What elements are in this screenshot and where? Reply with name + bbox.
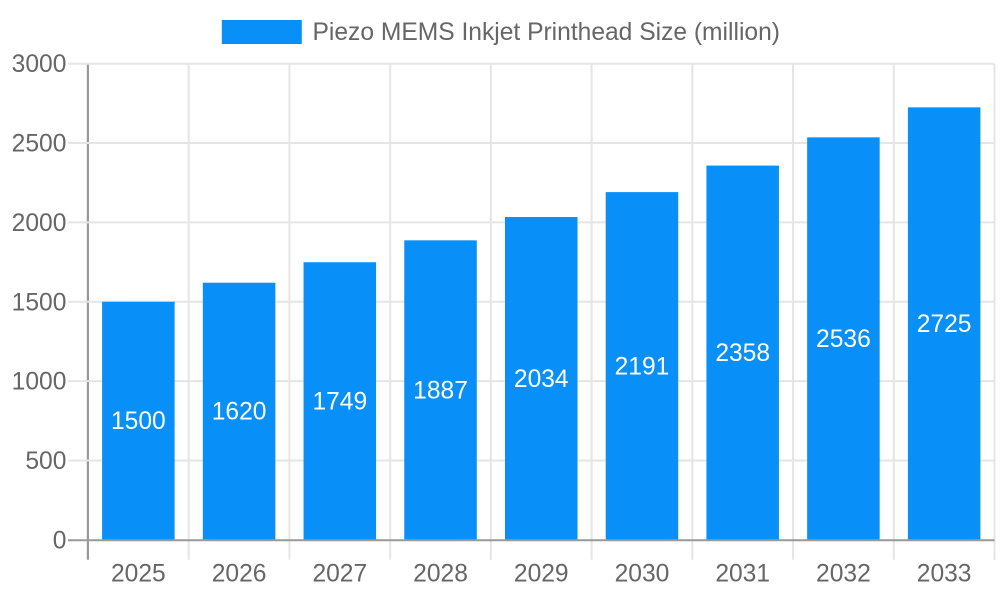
svg-text:2000: 2000 — [12, 210, 67, 237]
svg-text:1500: 1500 — [12, 289, 67, 316]
svg-text:2027: 2027 — [312, 561, 367, 588]
svg-text:1887: 1887 — [413, 378, 468, 405]
svg-text:2029: 2029 — [514, 561, 569, 588]
svg-text:2358: 2358 — [715, 340, 770, 367]
svg-text:2033: 2033 — [917, 561, 972, 588]
svg-text:2191: 2191 — [615, 353, 670, 380]
svg-text:3000: 3000 — [12, 51, 67, 78]
svg-text:500: 500 — [25, 448, 66, 475]
svg-text:2028: 2028 — [413, 561, 468, 588]
svg-text:0: 0 — [53, 527, 67, 554]
svg-text:1500: 1500 — [111, 408, 166, 435]
svg-text:2031: 2031 — [715, 561, 770, 588]
svg-text:1000: 1000 — [12, 369, 67, 396]
svg-text:Piezo MEMS Inkjet Printhead Si: Piezo MEMS Inkjet Printhead Size (millio… — [313, 19, 780, 46]
svg-text:2026: 2026 — [212, 561, 267, 588]
svg-text:2030: 2030 — [615, 561, 670, 588]
svg-text:2034: 2034 — [514, 366, 569, 393]
svg-text:1749: 1749 — [312, 389, 367, 416]
svg-text:2500: 2500 — [12, 131, 67, 158]
svg-text:2025: 2025 — [111, 561, 166, 588]
svg-text:2032: 2032 — [816, 561, 871, 588]
svg-text:1620: 1620 — [212, 399, 267, 426]
svg-text:2725: 2725 — [917, 311, 972, 338]
svg-text:2536: 2536 — [816, 326, 871, 353]
